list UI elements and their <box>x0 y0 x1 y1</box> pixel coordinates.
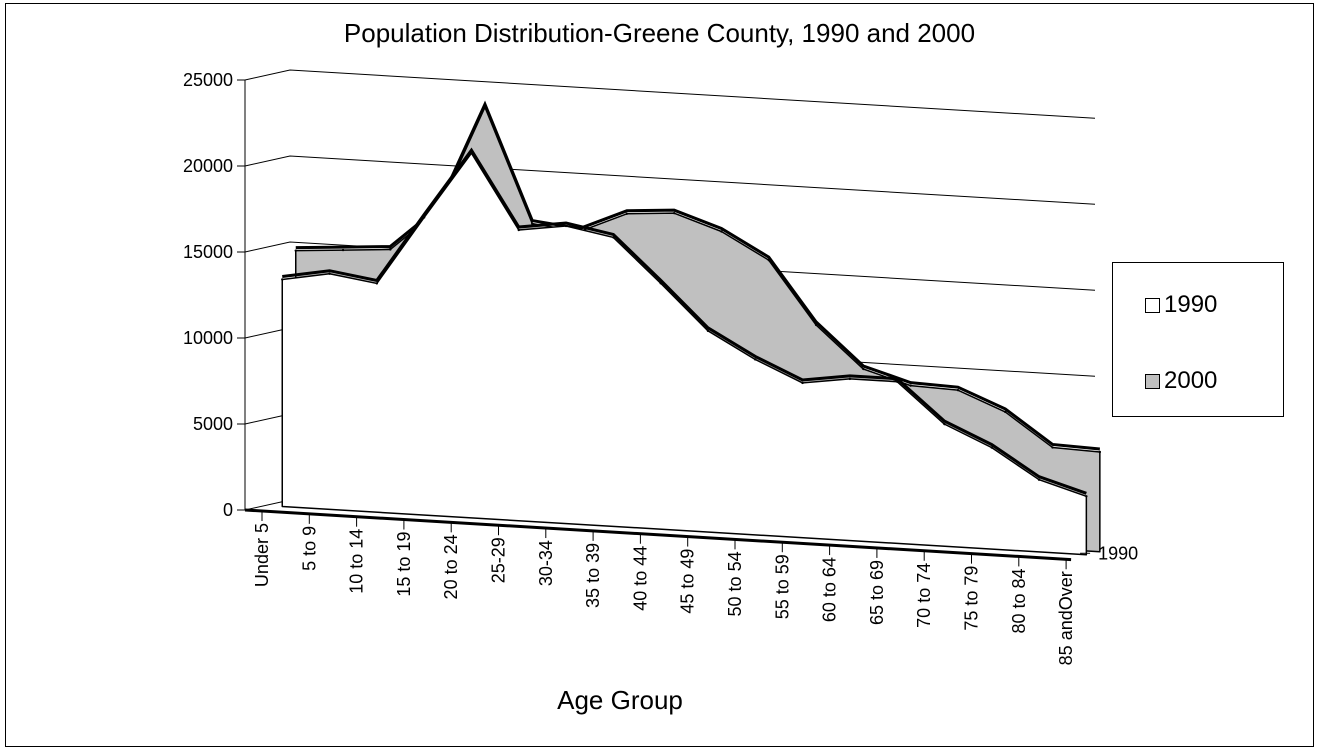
data-point-2000-12 <box>862 367 865 371</box>
x-tick-label: 85 andOver <box>1056 571 1076 665</box>
x-tick-label: 40 to 44 <box>630 546 650 611</box>
x-tick-label: 70 to 74 <box>914 563 934 628</box>
data-point-1990-1 <box>328 272 331 275</box>
data-point-1990-13 <box>895 380 899 383</box>
x-tick-label: 45 to 49 <box>678 549 698 614</box>
x-tick-label: 60 to 64 <box>820 557 840 622</box>
chart-title: Population Distribution-Greene County, 1… <box>343 18 976 48</box>
data-point-1990-9 <box>706 329 710 333</box>
data-point-2000-5 <box>531 222 534 225</box>
x-tick-label: 65 to 69 <box>867 560 887 625</box>
data-point-1990-11 <box>801 381 804 385</box>
data-point-1990-12 <box>848 377 852 381</box>
x-tick-label: 75 to 79 <box>962 566 982 631</box>
depth-axis-label: 1990 <box>1098 543 1138 563</box>
data-point-2000-17 <box>1098 450 1102 454</box>
x-tick-label: Under 5 <box>252 523 272 587</box>
y-tick-label: 5000 <box>193 414 233 434</box>
data-point-2000-13 <box>909 384 912 387</box>
x-tick-label: 25-29 <box>489 537 509 583</box>
data-point-1990-7 <box>612 236 615 239</box>
data-point-2000-10 <box>767 258 770 262</box>
data-point-1990-17 <box>1085 495 1088 498</box>
x-tick-label: 15 to 19 <box>394 532 414 597</box>
data-point-2000-7 <box>625 212 629 215</box>
x-tick-label: 30-34 <box>536 540 556 586</box>
legend-item-1990: 1990 <box>1145 291 1217 319</box>
legend: 1990 2000 <box>1112 262 1284 417</box>
data-point-2000-0 <box>294 249 297 252</box>
data-point-1990-10 <box>754 358 757 361</box>
x-tick-label: 50 to 54 <box>725 551 745 616</box>
data-point-2000-11 <box>814 323 818 327</box>
y-tick-label: 25000 <box>183 70 233 90</box>
data-point-1990-4 <box>470 152 473 155</box>
data-point-1990-8 <box>659 282 662 285</box>
data-point-2000-9 <box>720 230 723 233</box>
data-point-1990-6 <box>564 224 568 228</box>
data-point-1990-3 <box>422 216 426 219</box>
series-ridge-1990 <box>282 147 1087 495</box>
data-point-2000-8 <box>672 211 676 215</box>
y-tick-label: 0 <box>223 500 233 520</box>
y-tick-label: 15000 <box>183 242 233 262</box>
gridline-20000 <box>244 155 1096 205</box>
data-point-1990-14 <box>943 422 946 426</box>
legend-item-2000: 2000 <box>1145 367 1217 395</box>
x-tick-label: 10 to 14 <box>347 529 367 594</box>
legend-swatch-2000 <box>1145 373 1160 389</box>
data-point-2000-4 <box>483 106 487 109</box>
y-tick-label: 20000 <box>183 156 233 176</box>
data-point-2000-2 <box>389 248 392 251</box>
x-axis-line <box>244 508 1072 562</box>
legend-label-2000: 2000 <box>1164 367 1218 394</box>
x-tick-label: 80 to 84 <box>1009 568 1029 633</box>
data-point-1990-0 <box>281 278 284 281</box>
x-axis-title: Age Group <box>557 685 683 715</box>
data-point-2000-14 <box>956 388 960 392</box>
legend-swatch-1990 <box>1145 297 1160 313</box>
x-tick-label: 20 to 24 <box>441 534 461 599</box>
data-point-2000-16 <box>1051 446 1054 449</box>
gridline-15000 <box>244 241 1096 291</box>
data-point-2000-15 <box>1004 410 1007 414</box>
data-point-2000-1 <box>341 248 345 252</box>
y-tick-label: 10000 <box>183 328 233 348</box>
gridline-25000 <box>244 69 1096 119</box>
data-point-1990-15 <box>990 446 993 449</box>
x-tick-label: 55 to 59 <box>772 554 792 619</box>
x-tick-label: 35 to 39 <box>583 543 603 608</box>
x-tick-label: 5 to 9 <box>299 526 319 571</box>
data-point-1990-5 <box>517 228 520 232</box>
data-point-1990-16 <box>1037 478 1041 481</box>
legend-label-1990: 1990 <box>1164 291 1218 318</box>
data-point-1990-2 <box>375 282 379 285</box>
